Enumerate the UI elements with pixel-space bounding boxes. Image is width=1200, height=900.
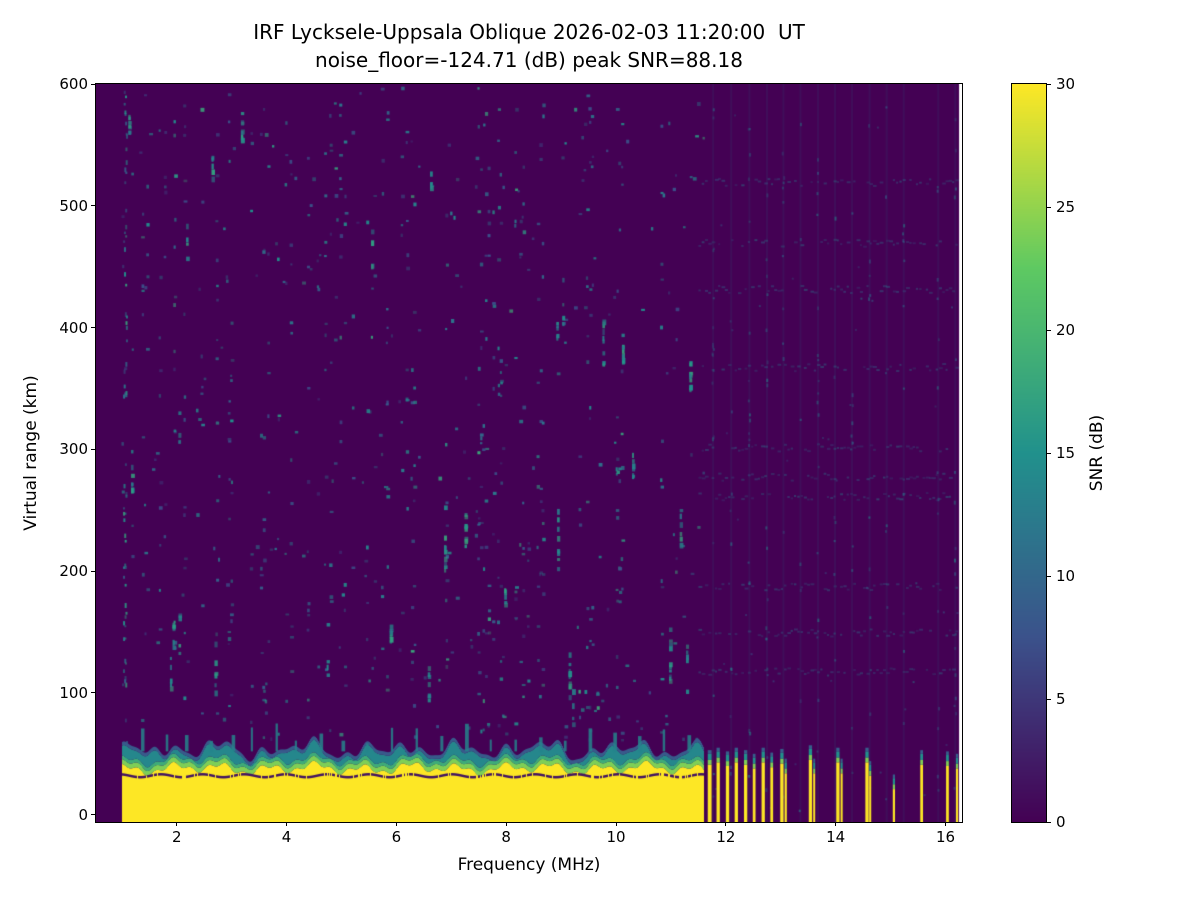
x-tick-label: 2	[171, 828, 182, 846]
y-tick	[91, 814, 95, 816]
plot-area	[95, 83, 963, 823]
x-tick	[286, 822, 288, 826]
x-axis-label: Frequency (MHz)	[457, 855, 601, 875]
y-tick	[91, 205, 95, 207]
colorbar-tick	[1047, 83, 1051, 85]
x-tick-label: 6	[391, 828, 402, 846]
x-tick	[835, 822, 837, 826]
colorbar-tick	[1047, 575, 1051, 577]
x-tick	[505, 822, 507, 826]
y-tick-label: 500	[59, 196, 88, 215]
colorbar-tick-label: 25	[1056, 198, 1076, 216]
y-tick-label: 100	[59, 683, 88, 702]
x-tick	[395, 822, 397, 826]
x-tick	[725, 822, 727, 826]
colorbar-tick-label: 0	[1056, 813, 1066, 831]
colorbar-tick-label: 10	[1056, 567, 1076, 585]
colorbar-tick-label: 30	[1056, 75, 1076, 93]
x-tick-label: 8	[501, 828, 511, 846]
x-tick-label: 12	[716, 828, 736, 846]
y-tick-label: 600	[59, 75, 88, 93]
colorbar-canvas	[1012, 84, 1046, 822]
x-tick	[615, 822, 617, 826]
y-tick-label: 400	[59, 318, 88, 337]
chart-subtitle: noise_floor=-124.71 (dB) peak SNR=88.18	[315, 48, 743, 72]
x-tick-label: 10	[606, 828, 626, 846]
colorbar-tick-label: 5	[1056, 690, 1066, 708]
y-tick-label: 200	[59, 562, 88, 581]
y-tick	[91, 83, 95, 85]
colorbar-tick	[1047, 206, 1051, 208]
colorbar-tick	[1047, 452, 1051, 454]
y-tick	[91, 448, 95, 450]
x-tick-label: 4	[281, 828, 292, 846]
colorbar-tick-label: 20	[1056, 321, 1076, 339]
colorbar-label: SNR (dB)	[1087, 414, 1107, 492]
x-tick	[176, 822, 178, 826]
x-tick-label: 14	[826, 828, 846, 846]
chart-title: IRF Lycksele-Uppsala Oblique 2026-02-03 …	[253, 20, 805, 44]
colorbar-tick-label: 15	[1056, 444, 1076, 462]
heatmap-canvas	[96, 84, 962, 822]
y-tick	[91, 570, 95, 572]
y-tick-label: 0	[78, 805, 88, 824]
y-tick	[91, 327, 95, 329]
colorbar-tick	[1047, 698, 1051, 700]
x-tick	[945, 822, 947, 826]
y-tick-label: 300	[59, 440, 88, 459]
y-tick	[91, 692, 95, 694]
x-tick-label: 16	[935, 828, 956, 846]
colorbar-tick	[1047, 821, 1051, 823]
colorbar	[1011, 83, 1047, 823]
colorbar-tick	[1047, 329, 1051, 331]
